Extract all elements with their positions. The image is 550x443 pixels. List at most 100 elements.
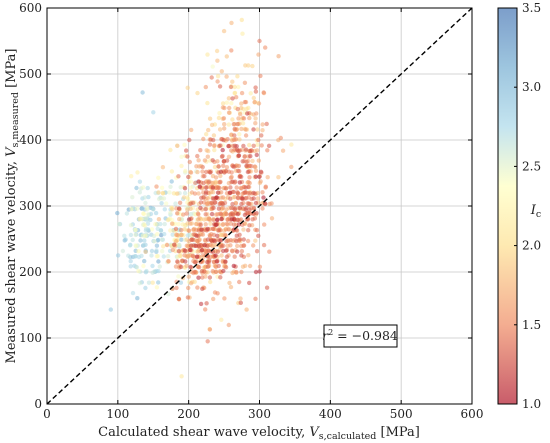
- data-point: [253, 238, 258, 243]
- data-point: [188, 185, 193, 190]
- data-point: [162, 231, 167, 237]
- data-point: [209, 200, 214, 205]
- data-point: [229, 148, 234, 153]
- data-point: [289, 142, 294, 147]
- data-point: [211, 232, 217, 238]
- data-point: [166, 259, 171, 264]
- data-point: [146, 194, 151, 200]
- data-point: [224, 74, 229, 79]
- data-point: [167, 190, 172, 195]
- data-point: [186, 253, 191, 259]
- data-point: [205, 259, 210, 265]
- data-points: [108, 17, 294, 379]
- data-point: [215, 190, 221, 195]
- data-point: [245, 238, 251, 244]
- data-point: [194, 164, 199, 169]
- data-point: [229, 205, 234, 211]
- data-point: [188, 264, 193, 270]
- data-point: [230, 249, 235, 254]
- data-point: [240, 196, 245, 201]
- data-point: [187, 159, 192, 165]
- data-point: [190, 253, 195, 258]
- data-point: [214, 48, 220, 54]
- data-point: [120, 248, 126, 254]
- data-point: [269, 216, 275, 221]
- data-point: [220, 101, 226, 106]
- y-tick-label: 600: [19, 1, 42, 15]
- data-point: [177, 216, 182, 222]
- data-point: [238, 112, 243, 117]
- data-point: [161, 254, 166, 259]
- data-point: [219, 244, 224, 249]
- data-point: [207, 275, 213, 280]
- data-point: [221, 268, 226, 274]
- data-point: [149, 227, 155, 232]
- data-point: [222, 126, 227, 131]
- data-point: [211, 133, 217, 138]
- data-point: [195, 90, 200, 96]
- data-point: [215, 217, 220, 223]
- data-point: [133, 232, 138, 238]
- data-point: [166, 291, 171, 297]
- data-point: [159, 237, 165, 242]
- data-point: [170, 247, 175, 253]
- data-point: [231, 222, 237, 227]
- data-point: [189, 237, 194, 242]
- data-point: [236, 163, 242, 169]
- data-point: [218, 143, 223, 148]
- data-point: [156, 268, 161, 274]
- data-point: [280, 148, 286, 153]
- data-point: [214, 259, 220, 264]
- data-point: [184, 148, 189, 153]
- data-point: [188, 243, 194, 248]
- x-axis-label: Calculated shear wave velocity, Vs,calcu…: [98, 425, 420, 442]
- data-point: [179, 232, 184, 238]
- data-point: [226, 143, 232, 149]
- data-point: [227, 190, 233, 195]
- data-point: [154, 248, 159, 253]
- data-point: [143, 249, 148, 254]
- data-point: [186, 174, 191, 180]
- data-point: [201, 136, 206, 142]
- data-point: [247, 223, 252, 228]
- data-point: [232, 194, 237, 200]
- data-point: [192, 269, 197, 275]
- data-point: [250, 158, 255, 164]
- data-point: [210, 180, 216, 186]
- data-point: [241, 116, 247, 121]
- data-point: [231, 164, 236, 169]
- data-point: [146, 280, 152, 285]
- data-point: [256, 233, 261, 238]
- data-point: [220, 205, 226, 210]
- data-point: [153, 222, 158, 227]
- data-point: [225, 137, 230, 142]
- data-point: [256, 52, 261, 57]
- colorbar-tick-label: 2.5: [522, 159, 541, 173]
- data-point: [276, 175, 281, 180]
- data-point: [231, 189, 236, 195]
- data-point: [248, 91, 253, 96]
- data-point: [182, 253, 187, 258]
- data-point: [222, 170, 227, 175]
- data-point: [202, 158, 208, 163]
- data-point: [231, 263, 236, 269]
- data-point: [154, 184, 159, 189]
- data-point: [203, 307, 208, 312]
- data-point: [210, 64, 215, 69]
- data-point: [224, 54, 229, 59]
- data-point: [213, 253, 218, 258]
- data-point: [246, 228, 251, 233]
- data-point: [223, 186, 229, 191]
- data-point: [169, 179, 174, 184]
- data-point: [176, 274, 181, 279]
- data-point: [244, 163, 249, 169]
- data-point: [195, 238, 200, 244]
- x-tick-label: 100: [106, 407, 129, 421]
- data-point: [217, 127, 223, 132]
- data-point: [154, 285, 160, 290]
- data-point: [157, 264, 162, 269]
- data-point: [133, 227, 138, 233]
- data-point: [178, 253, 183, 259]
- data-point: [223, 232, 228, 238]
